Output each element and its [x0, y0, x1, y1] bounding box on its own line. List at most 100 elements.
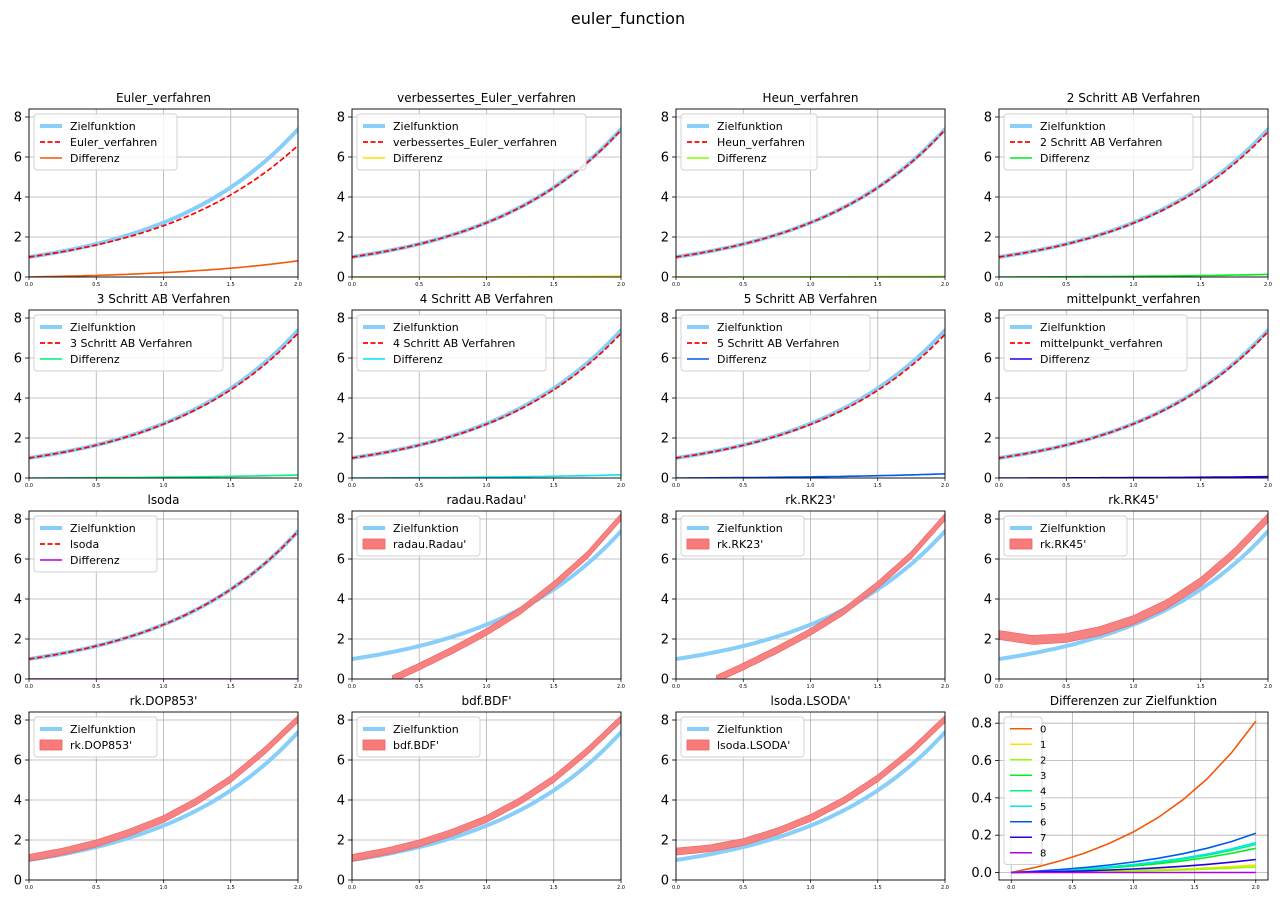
y-tick-label: 4: [14, 794, 22, 809]
y-tick-label: 0: [984, 472, 992, 487]
y-tick-label: 6: [984, 151, 992, 166]
y-tick-label: 2: [661, 633, 669, 648]
y-tick-label: 8: [984, 111, 992, 126]
legend-box: [356, 314, 547, 372]
subplot-4: 0.0 0.5 1.0 1.5 2.0 0 2 4 6 8 2 Schritt AB Verfahr…: [984, 91, 1272, 288]
x-tick-label: 1.5: [550, 282, 558, 288]
legend-label: 4 Schritt AB Verfahren: [393, 337, 515, 350]
legend-box: [680, 716, 805, 758]
x-tick-label: 1.5: [550, 885, 558, 891]
x-tick-label: 2.0: [1264, 483, 1272, 489]
y-tick-label: 8: [14, 513, 22, 528]
y-tick-label: 8: [337, 513, 345, 528]
x-tick-label: 0.5: [739, 684, 747, 690]
legend-label: Differenz: [717, 353, 767, 366]
y-tick-label: 8: [984, 312, 992, 327]
x-tick-label: 1.0: [1130, 483, 1138, 489]
y-tick-label: 4: [14, 392, 22, 407]
x-tick-label: 0.0: [348, 483, 356, 489]
x-tick-label: 0.5: [739, 282, 747, 288]
method-line: [352, 332, 621, 459]
legend-label: verbessertes_Euler_verfahren: [393, 136, 557, 149]
x-tick-label: 0.5: [415, 282, 423, 288]
legend-box: [1003, 314, 1188, 372]
solution-band: [676, 715, 945, 856]
y-tick-label: 4: [337, 392, 345, 407]
subplot-2: 0.0 0.5 1.0 1.5 2.0 0 2 4 6 8 verbessertes_Euler_v…: [337, 91, 625, 288]
x-tick-label: 0.5: [92, 684, 100, 690]
y-tick-label: 8: [337, 714, 345, 729]
legend-box: [1003, 515, 1128, 557]
x-tick-label: 0.5: [1068, 885, 1076, 891]
legend-label: Differenz: [717, 152, 767, 165]
x-tick-label: 0.0: [995, 483, 1003, 489]
y-tick-label: 8: [661, 714, 669, 729]
x-tick-label: 0.0: [25, 885, 33, 891]
legend-label: Differenz: [70, 554, 120, 567]
y-tick-label: 6: [984, 553, 992, 568]
y-tick-label: 6: [661, 553, 669, 568]
subplot-11: 0.0 0.5 1.0 1.5 2.0 0 2 4 6 8 rk.RK23' Zielfunktion…: [661, 493, 949, 690]
y-tick-label: 4: [984, 392, 992, 407]
legend-handle-band: [39, 739, 63, 751]
legend-label: Differenz: [1040, 152, 1090, 165]
solution-band: [392, 513, 621, 679]
y-tick-label: 2: [337, 432, 345, 447]
legend-handle-band: [686, 538, 710, 550]
subplot-8: 0.0 0.5 1.0 1.5 2.0 0 2 4 6 8 mittelpunkt_verfahre…: [984, 292, 1272, 489]
y-tick-label: 6: [337, 352, 345, 367]
x-tick-label: 1.5: [227, 684, 235, 690]
x-tick-label: 1.5: [1197, 282, 1205, 288]
x-tick-label: 1.0: [1130, 885, 1138, 891]
x-tick-label: 2.0: [294, 885, 302, 891]
legend-label: Zielfunktion: [393, 321, 459, 334]
y-tick-label: 0: [661, 271, 669, 286]
method-line: [29, 530, 298, 660]
subplot-7: 0.0 0.5 1.0 1.5 2.0 0 2 4 6 8 5 Schritt AB Verfahr…: [661, 292, 949, 489]
legend-label: 2 Schritt AB Verfahren: [1040, 136, 1162, 149]
legend-label: Zielfunktion: [717, 723, 783, 736]
method-line: [676, 129, 945, 258]
y-tick-label: 4: [984, 593, 992, 608]
y-tick-label: 0.2: [971, 829, 992, 844]
x-tick-label: 1.0: [807, 483, 815, 489]
legend-label: lsoda.LSODA': [717, 739, 790, 752]
x-tick-label: 2.0: [294, 483, 302, 489]
y-tick-label: 0: [337, 673, 345, 688]
x-tick-label: 1.5: [227, 885, 235, 891]
x-tick-label: 0.5: [1062, 684, 1070, 690]
y-tick-label: 8: [14, 714, 22, 729]
y-tick-label: 4: [337, 191, 345, 206]
plot-area: [676, 715, 945, 862]
x-tick-label: 0.0: [672, 885, 680, 891]
x-tick-label: 0.0: [672, 282, 680, 288]
subplot-16: 0.0 0.5 1.0 1.5 2.0 0.0 0.2 0.4 0.6 0.8 Differenze…: [971, 694, 1269, 891]
y-tick-label: 0: [984, 271, 992, 286]
legend-box: [33, 515, 158, 573]
x-tick-label: 1.5: [874, 885, 882, 891]
y-tick-label: 6: [661, 352, 669, 367]
y-tick-label: 8: [984, 513, 992, 528]
y-tick-label: 2: [337, 633, 345, 648]
legend-label: Zielfunktion: [70, 723, 136, 736]
y-tick-label: 4: [14, 191, 22, 206]
y-tick-label: 0: [14, 874, 22, 889]
legend-box: [33, 314, 224, 372]
x-tick-label: 1.0: [807, 885, 815, 891]
legend-label: Zielfunktion: [393, 522, 459, 535]
x-tick-label: 1.5: [874, 483, 882, 489]
method-line: [676, 333, 945, 459]
y-tick-label: 6: [661, 151, 669, 166]
legend-box: [680, 314, 871, 372]
plot-area: [352, 715, 621, 862]
figure-title: euler_function: [571, 9, 685, 29]
y-tick-label: 2: [14, 834, 22, 849]
x-tick-label: 0.5: [415, 483, 423, 489]
x-tick-label: 2.0: [941, 684, 949, 690]
y-tick-label: 8: [661, 111, 669, 126]
x-tick-label: 2.0: [294, 282, 302, 288]
legend-label: bdf.BDF': [393, 739, 439, 752]
y-tick-label: 2: [661, 834, 669, 849]
x-tick-label: 0.5: [92, 885, 100, 891]
legend-label: 5 Schritt AB Verfahren: [717, 337, 839, 350]
